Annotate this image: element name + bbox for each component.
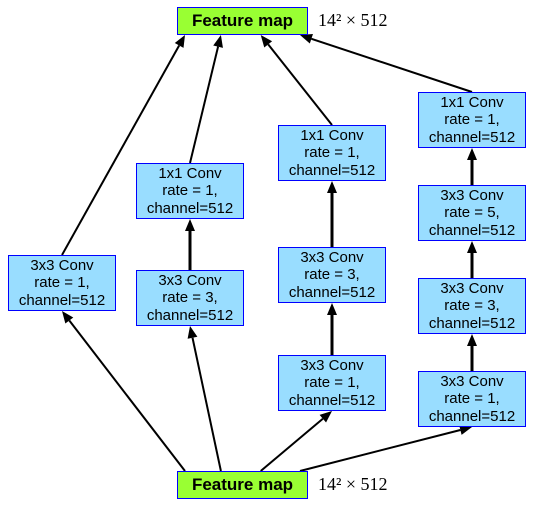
node-line: channel=512: [147, 200, 233, 217]
edge-arrow: [188, 326, 221, 471]
feature-bottom-dim: 14² × 512: [318, 474, 388, 495]
node-line: channel=512: [429, 408, 515, 425]
edge-arrow: [467, 241, 477, 278]
edge-arrow: [327, 181, 337, 247]
c3n2: 3x3 Convrate = 3,channel=512: [278, 247, 386, 303]
c4n1: 3x3 Convrate = 1,channel=512: [418, 371, 526, 427]
node-line: 1x1 Conv: [440, 94, 503, 111]
feature_top: Feature map: [177, 7, 308, 35]
c3n1: 3x3 Convrate = 1,channel=512: [278, 355, 386, 411]
node-line: rate = 1,: [304, 144, 359, 161]
c4n2: 3x3 Convrate = 3,channel=512: [418, 278, 526, 334]
node-line: channel=512: [19, 292, 105, 309]
node-line: rate = 3,: [304, 266, 359, 283]
c4n4: 1x1 Convrate = 1,channel=512: [418, 92, 526, 148]
c2n1: 3x3 Convrate = 3,channel=512: [136, 270, 244, 326]
node-line: channel=512: [147, 307, 233, 324]
node-line: 3x3 Conv: [300, 249, 363, 266]
node-line: channel=512: [429, 129, 515, 146]
c3n3: 1x1 Convrate = 1,channel=512: [278, 125, 386, 181]
edge-arrow: [261, 411, 332, 471]
node-line: channel=512: [429, 222, 515, 239]
node-line: channel=512: [429, 315, 515, 332]
node-line: rate = 1,: [304, 374, 359, 391]
node-line: rate = 1,: [34, 274, 89, 291]
node-line: rate = 1,: [162, 182, 217, 199]
node-line: channel=512: [289, 392, 375, 409]
node-line: 3x3 Conv: [300, 357, 363, 374]
node-line: 3x3 Conv: [440, 187, 503, 204]
node-line: channel=512: [289, 162, 375, 179]
node-line: 3x3 Conv: [440, 373, 503, 390]
edge-arrow: [62, 35, 185, 255]
node-line: 3x3 Conv: [30, 257, 93, 274]
c2n2: 1x1 Convrate = 1,channel=512: [136, 163, 244, 219]
edge-arrow: [327, 303, 337, 355]
edge-arrow: [467, 334, 477, 371]
edge-arrow: [190, 35, 223, 163]
c4n3: 3x3 Convrate = 5,channel=512: [418, 185, 526, 241]
feature_bottom: Feature map: [177, 471, 308, 499]
node-line: rate = 5,: [444, 204, 499, 221]
node-line: rate = 3,: [162, 289, 217, 306]
edge-arrow: [300, 34, 472, 92]
edge-arrow: [62, 311, 185, 471]
feature-top-dim: 14² × 512: [318, 10, 388, 31]
node-line: rate = 1,: [444, 111, 499, 128]
node-line: 1x1 Conv: [158, 165, 221, 182]
edge-arrow: [261, 35, 332, 125]
node-line: 3x3 Conv: [158, 272, 221, 289]
node-line: channel=512: [289, 284, 375, 301]
node-line: rate = 3,: [444, 297, 499, 314]
node-line: rate = 1,: [444, 390, 499, 407]
edge-arrow: [185, 219, 195, 270]
c1n1: 3x3 Convrate = 1,channel=512: [8, 255, 116, 311]
node-line: 3x3 Conv: [440, 280, 503, 297]
edge-arrow: [300, 425, 472, 471]
edge-arrow: [467, 148, 477, 185]
node-line: 1x1 Conv: [300, 127, 363, 144]
